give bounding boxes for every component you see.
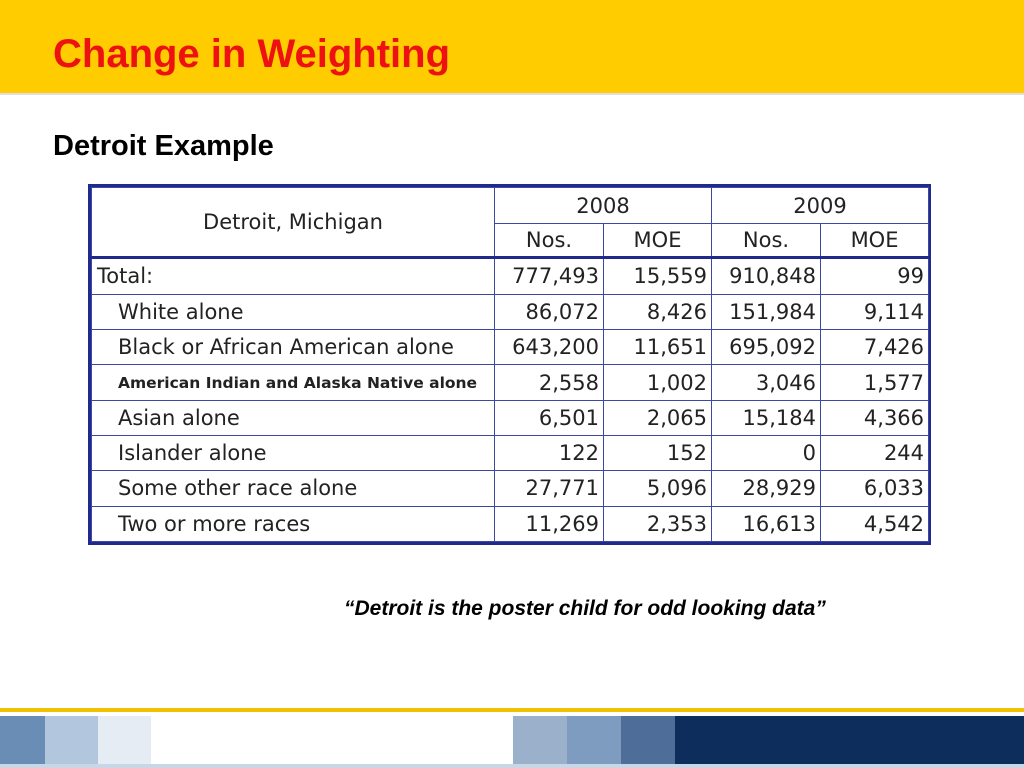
cell-nos-2008: 27,771 — [494, 470, 604, 507]
cell-nos-2009: 910,848 — [711, 257, 822, 295]
table-row-total: Total: 777,493 15,559 910,848 99 — [91, 257, 930, 295]
table-row: Black or African American alone 643,200 … — [91, 329, 930, 366]
row-label: Some other race alone — [91, 470, 495, 507]
data-table: Detroit, Michigan 2008 2009 Nos. MOE Nos… — [91, 187, 930, 543]
table-row: Asian alone 6,501 2,065 15,184 4,366 — [91, 399, 930, 436]
cell-moe-2009: 7,426 — [820, 329, 930, 366]
footer-base-line — [0, 764, 1024, 768]
cell-nos-2009: 695,092 — [711, 329, 822, 366]
cell-moe-2009: 99 — [820, 257, 930, 295]
slide-title: Change in Weighting — [53, 32, 451, 76]
cell-nos-2008: 11,269 — [494, 505, 604, 543]
cell-moe-2008: 8,426 — [602, 293, 713, 331]
cell-moe-2008: 2,353 — [602, 505, 713, 543]
cell-nos-2008: 2,558 — [494, 364, 604, 401]
table-row: American Indian and Alaska Native alone … — [91, 364, 930, 401]
col-header-moe-2008: MOE — [602, 223, 713, 259]
table-row: White alone 86,072 8,426 151,984 9,114 — [91, 293, 930, 331]
footer-strip-block — [675, 716, 1024, 764]
cell-nos-2008: 6,501 — [494, 399, 604, 436]
footer-strip-block — [567, 716, 621, 764]
table-row: Islander alone 122 152 0 244 — [91, 434, 930, 472]
cell-moe-2009: 6,033 — [820, 470, 930, 507]
cell-moe-2009: 4,542 — [820, 505, 930, 543]
footer-strip-block — [621, 716, 675, 764]
table-corner-label: Detroit, Michigan — [91, 187, 495, 259]
data-table-frame: Detroit, Michigan 2008 2009 Nos. MOE Nos… — [88, 184, 931, 545]
cell-nos-2008: 122 — [494, 434, 604, 472]
cell-moe-2009: 4,366 — [820, 399, 930, 436]
cell-nos-2008: 643,200 — [494, 329, 604, 366]
cell-nos-2008: 777,493 — [494, 257, 604, 295]
cell-moe-2009: 1,577 — [820, 364, 930, 401]
col-header-moe-2009: MOE — [820, 223, 930, 259]
footer-strip-block — [45, 716, 98, 764]
year-header-2009: 2009 — [711, 187, 930, 224]
slide-subtitle: Detroit Example — [53, 130, 274, 162]
footer-gold-line — [0, 708, 1024, 712]
footer-strip-block — [513, 716, 567, 764]
row-label: American Indian and Alaska Native alone — [91, 364, 495, 401]
cell-moe-2008: 1,002 — [602, 364, 713, 401]
footer-strip-block — [151, 716, 513, 764]
table-row: Two or more races 11,269 2,353 16,613 4,… — [91, 505, 930, 543]
cell-nos-2009: 15,184 — [711, 399, 822, 436]
table-row: Some other race alone 27,771 5,096 28,92… — [91, 470, 930, 507]
footer-strip-block — [0, 716, 45, 764]
cell-moe-2008: 15,559 — [602, 257, 713, 295]
cell-nos-2009: 16,613 — [711, 505, 822, 543]
quote-caption: “Detroit is the poster child for odd loo… — [344, 597, 826, 620]
cell-nos-2009: 0 — [711, 434, 822, 472]
footer-strip-block — [98, 716, 151, 764]
cell-nos-2009: 151,984 — [711, 293, 822, 331]
row-label: Total: — [91, 257, 495, 295]
cell-moe-2009: 9,114 — [820, 293, 930, 331]
row-label: White alone — [91, 293, 495, 331]
row-label: Two or more races — [91, 505, 495, 543]
year-header-2008: 2008 — [493, 187, 713, 224]
col-header-nos-2008: Nos. — [494, 223, 604, 259]
cell-moe-2008: 5,096 — [602, 470, 713, 507]
cell-moe-2009: 244 — [820, 434, 930, 472]
cell-moe-2008: 11,651 — [602, 329, 713, 366]
row-label: Islander alone — [91, 434, 495, 472]
cell-nos-2008: 86,072 — [494, 293, 604, 331]
cell-moe-2008: 2,065 — [602, 399, 713, 436]
col-header-nos-2009: Nos. — [711, 223, 822, 259]
row-label: Asian alone — [91, 399, 495, 436]
row-label: Black or African American alone — [91, 329, 495, 366]
cell-moe-2008: 152 — [602, 434, 713, 472]
title-bar: Change in Weighting — [0, 0, 1024, 95]
cell-nos-2009: 28,929 — [711, 470, 822, 507]
footer-decoration — [0, 708, 1024, 768]
cell-nos-2009: 3,046 — [711, 364, 822, 401]
